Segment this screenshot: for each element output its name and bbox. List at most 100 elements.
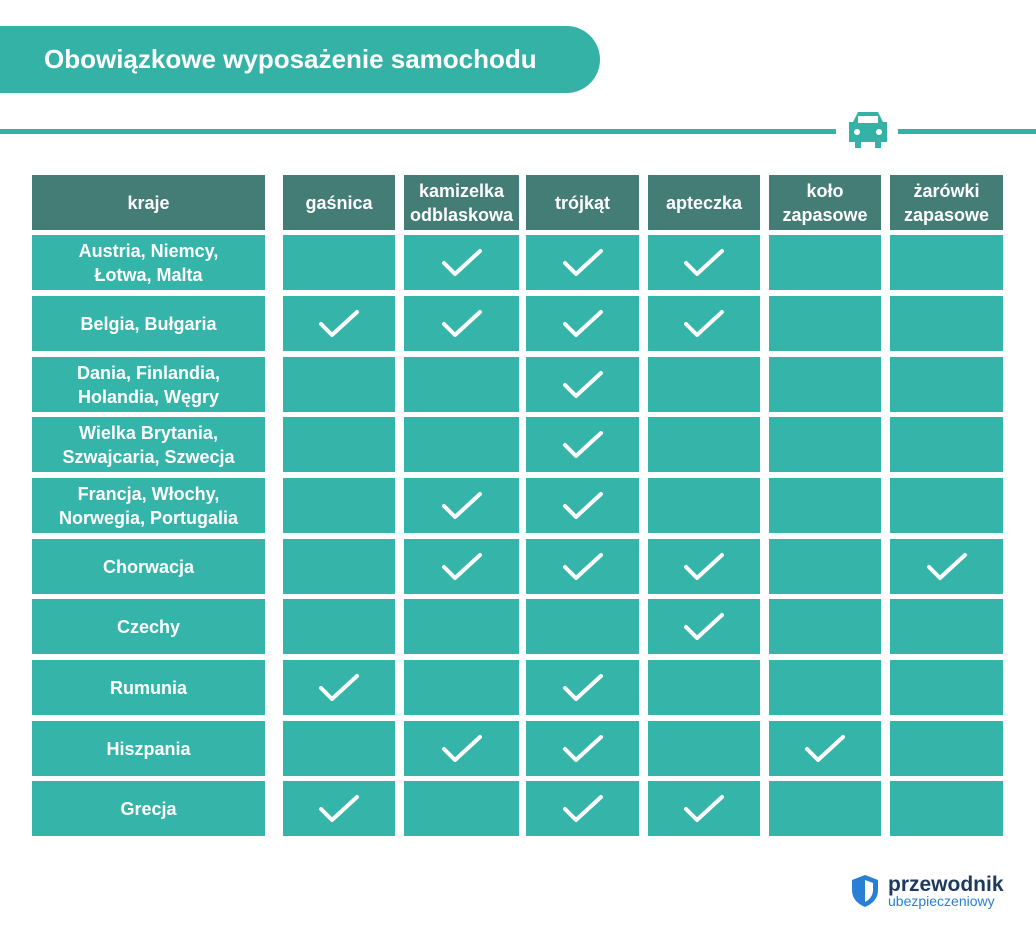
checkmark	[562, 794, 603, 822]
check-cell	[283, 539, 395, 594]
check-cell	[648, 599, 760, 654]
check-cell	[890, 478, 1003, 533]
checkmark	[441, 552, 482, 580]
check-cell	[283, 478, 395, 533]
check-cell	[526, 417, 639, 472]
check-cell	[404, 478, 519, 533]
check-cell	[648, 721, 760, 776]
check-cell	[890, 721, 1003, 776]
check-cell	[283, 235, 395, 290]
check-cell	[890, 296, 1003, 351]
country-cell: Rumunia	[32, 660, 265, 715]
header-cell: apteczka	[648, 175, 760, 230]
check-cell	[526, 539, 639, 594]
cell-text: gaśnica	[305, 192, 373, 213]
check-cell	[283, 357, 395, 412]
cell-text: zapasowe	[782, 204, 868, 225]
checkmark	[562, 552, 603, 580]
rule	[0, 129, 836, 134]
checkmark	[684, 612, 724, 640]
check-cell	[283, 417, 395, 472]
checkmark	[684, 552, 724, 580]
check-cell	[769, 417, 881, 472]
check-cell	[769, 599, 881, 654]
check-cell	[526, 296, 639, 351]
check-cell	[648, 781, 760, 836]
check-cell	[283, 296, 395, 351]
country-cell: Francja, Włochy, Norwegia, Portugalia	[32, 478, 265, 533]
checkmark	[562, 491, 603, 519]
cell-text: zapasowe	[903, 204, 990, 225]
check-cell	[283, 660, 395, 715]
check-cell	[769, 539, 881, 594]
check-cell	[404, 539, 519, 594]
checkmark	[562, 734, 603, 762]
cell-text: Austria, Niemcy,	[78, 240, 219, 261]
cell-text: Łotwa, Malta	[94, 264, 203, 285]
country-cell: Wielka Brytania, Szwajcaria, Szwecja	[32, 417, 265, 472]
check-cell	[769, 478, 881, 533]
cell-text: Chorwacja	[102, 556, 195, 577]
checkmark	[562, 248, 603, 276]
country-cell: Belgia, Bułgaria	[32, 296, 265, 351]
cell-text: kraje	[127, 192, 170, 213]
checkmark	[926, 552, 967, 580]
logo-text: ubezpieczeniowy	[888, 893, 995, 909]
check-cell	[648, 478, 760, 533]
check-cell	[283, 781, 395, 836]
check-cell	[404, 599, 519, 654]
cell-text: Dania, Finlandia,	[76, 362, 221, 383]
check-cell	[769, 781, 881, 836]
country-cell: Czechy	[32, 599, 265, 654]
logo-text: przewodnik	[888, 873, 1004, 896]
check-cell	[648, 417, 760, 472]
checkmark	[441, 248, 482, 276]
check-cell	[769, 721, 881, 776]
check-cell	[404, 660, 519, 715]
checkmark	[441, 734, 482, 762]
checkmark	[319, 309, 359, 337]
cell-text: trójkąt	[554, 192, 610, 213]
cell-text: Belgia, Bułgaria	[80, 313, 217, 334]
cell-text: Rumunia	[109, 677, 187, 698]
cell-text: odblaskowa	[409, 204, 514, 225]
check-cell	[769, 660, 881, 715]
country-cell: Austria, Niemcy, Łotwa, Malta	[32, 235, 265, 290]
cell-text: kamizelka	[418, 180, 505, 201]
check-cell	[526, 599, 639, 654]
check-cell	[890, 539, 1003, 594]
check-cell	[890, 235, 1003, 290]
check-cell	[404, 235, 519, 290]
header-cell: gaśnica	[283, 175, 395, 230]
check-cell	[890, 660, 1003, 715]
checkmark	[562, 673, 603, 701]
check-cell	[769, 357, 881, 412]
check-cell	[648, 235, 760, 290]
check-cell	[526, 781, 639, 836]
cell-text: Hiszpania	[106, 738, 191, 759]
check-cell	[890, 417, 1003, 472]
checkmark	[441, 491, 482, 519]
checkmark	[684, 248, 724, 276]
check-cell	[769, 296, 881, 351]
check-cell	[890, 781, 1003, 836]
cell-text: Grecja	[120, 798, 177, 819]
cell-text: Holandia, Węgry	[77, 386, 220, 407]
cell-text: żarówki	[913, 180, 980, 201]
header-cell: kraje	[32, 175, 265, 230]
check-cell	[890, 599, 1003, 654]
cell-text: Norwegia, Portugalia	[58, 507, 239, 528]
check-cell	[526, 660, 639, 715]
country-cell: Chorwacja	[32, 539, 265, 594]
check-cell	[890, 357, 1003, 412]
title: Obowiązkowe wyposażenie samochodu	[0, 26, 600, 93]
checkmark	[441, 309, 482, 337]
country-cell: Grecja	[32, 781, 265, 836]
logo-shield	[852, 875, 878, 907]
checkmark	[562, 370, 603, 398]
check-cell	[526, 721, 639, 776]
header-cell: żarówki zapasowe	[890, 175, 1003, 230]
header-cell: kamizelka odblaskowa	[404, 175, 519, 230]
check-cell	[404, 781, 519, 836]
